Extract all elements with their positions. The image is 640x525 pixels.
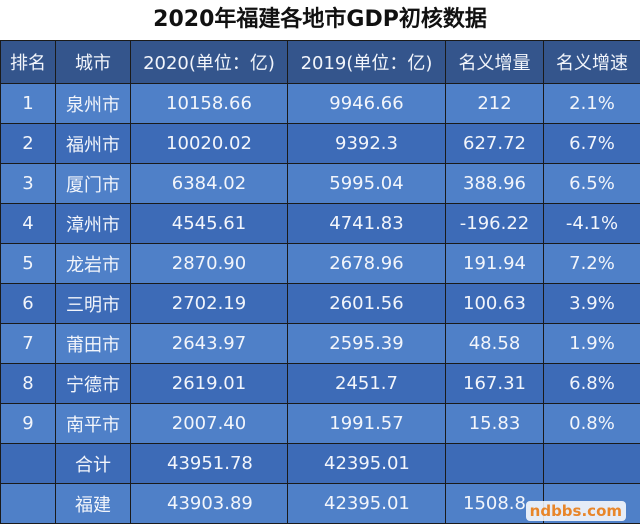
cell: 2619.01 [130,363,288,404]
cell: 9 [0,403,56,444]
cell: 2601.56 [287,283,446,324]
cell: 191.94 [445,243,544,284]
table-row: 5 龙岩市 2870.90 2678.96 191.94 7.2% [0,243,640,284]
cell: 2595.39 [287,323,446,364]
cell: 2678.96 [287,243,446,284]
empty-cell [0,443,56,484]
cell: 4741.83 [287,203,446,244]
cell: 莆田市 [55,323,131,364]
cell: 3 [0,163,56,204]
table-row: 4 漳州市 4545.61 4741.83 -196.22 -4.1% [0,203,640,244]
cell: 2.1% [543,83,640,124]
cell: 167.31 [445,363,544,404]
cell: 627.72 [445,123,544,164]
column-header: 城市 [55,40,131,84]
cell: 3.9% [543,283,640,324]
cell: 南平市 [55,403,131,444]
cell: 2 [0,123,56,164]
cell: 4 [0,203,56,244]
cell: 7 [0,323,56,364]
cell: 9392.3 [287,123,446,164]
cell: 388.96 [445,163,544,204]
cell: 212 [445,83,544,124]
cell: 100.63 [445,283,544,324]
table-row: 3 厦门市 6384.02 5995.04 388.96 6.5% [0,163,640,204]
cell: 2451.7 [287,363,446,404]
cell: 10020.02 [130,123,288,164]
column-header: 2020(单位：亿) [130,40,288,84]
column-header: 排名 [0,40,56,84]
column-header: 名义增速 [543,40,640,84]
cell: 泉州市 [55,83,131,124]
empty-cell [543,443,640,484]
cell: 5995.04 [287,163,446,204]
column-header: 2019(单位：亿) [287,40,446,84]
cell: 10158.66 [130,83,288,124]
table-row: 1 泉州市 10158.66 9946.66 212 2.1% [0,83,640,124]
cell: 漳州市 [55,203,131,244]
cell: 6.8% [543,363,640,404]
empty-cell [445,443,544,484]
cell: 2702.19 [130,283,288,324]
cell: 2643.97 [130,323,288,364]
cell: 福建 [55,483,131,524]
cell: 合计 [55,443,131,484]
table-row: 7 莆田市 2643.97 2595.39 48.58 1.9% [0,323,640,364]
header-row: 排名 城市 2020(单位：亿) 2019(单位：亿) 名义增量 名义增速 [0,40,640,84]
empty-cell [0,483,56,524]
cell: 三明市 [55,283,131,324]
cell: 1.9% [543,323,640,364]
cell: 福州市 [55,123,131,164]
cell: 7.2% [543,243,640,284]
title: 2020年福建各地市GDP初核数据 [153,7,487,32]
cell: 43951.78 [130,443,288,484]
cell: 6.5% [543,163,640,204]
cell: 厦门市 [55,163,131,204]
cell: 6 [0,283,56,324]
summary-row: 合计 43951.78 42395.01 [0,443,640,484]
gdp-table: 排名 城市 2020(单位：亿) 2019(单位：亿) 名义增量 名义增速 1 泉州市 101… [0,40,640,524]
cell: 0.8% [543,403,640,444]
cell: 2007.40 [130,403,288,444]
cell: 6.7% [543,123,640,164]
cell: 1991.57 [287,403,446,444]
cell: 48.58 [445,323,544,364]
column-header: 名义增量 [445,40,544,84]
cell: 42395.01 [287,483,446,524]
cell: 6384.02 [130,163,288,204]
cell: 龙岩市 [55,243,131,284]
cell: 1 [0,83,56,124]
table-row: 6 三明市 2702.19 2601.56 100.63 3.9% [0,283,640,324]
table-row: 2 福州市 10020.02 9392.3 627.72 6.7% [0,123,640,164]
cell: 2870.90 [130,243,288,284]
cell: 43903.89 [130,483,288,524]
table-row: 9 南平市 2007.40 1991.57 15.83 0.8% [0,403,640,444]
cell: 8 [0,363,56,404]
cell: 5 [0,243,56,284]
cell: 42395.01 [287,443,446,484]
watermark: ndbbs.com [525,501,626,521]
cell: 宁德市 [55,363,131,404]
cell: 9946.66 [287,83,446,124]
cell: -196.22 [445,203,544,244]
cell: 15.83 [445,403,544,444]
cell: -4.1% [543,203,640,244]
cell: 4545.61 [130,203,288,244]
table-row: 8 宁德市 2619.01 2451.7 167.31 6.8% [0,363,640,404]
